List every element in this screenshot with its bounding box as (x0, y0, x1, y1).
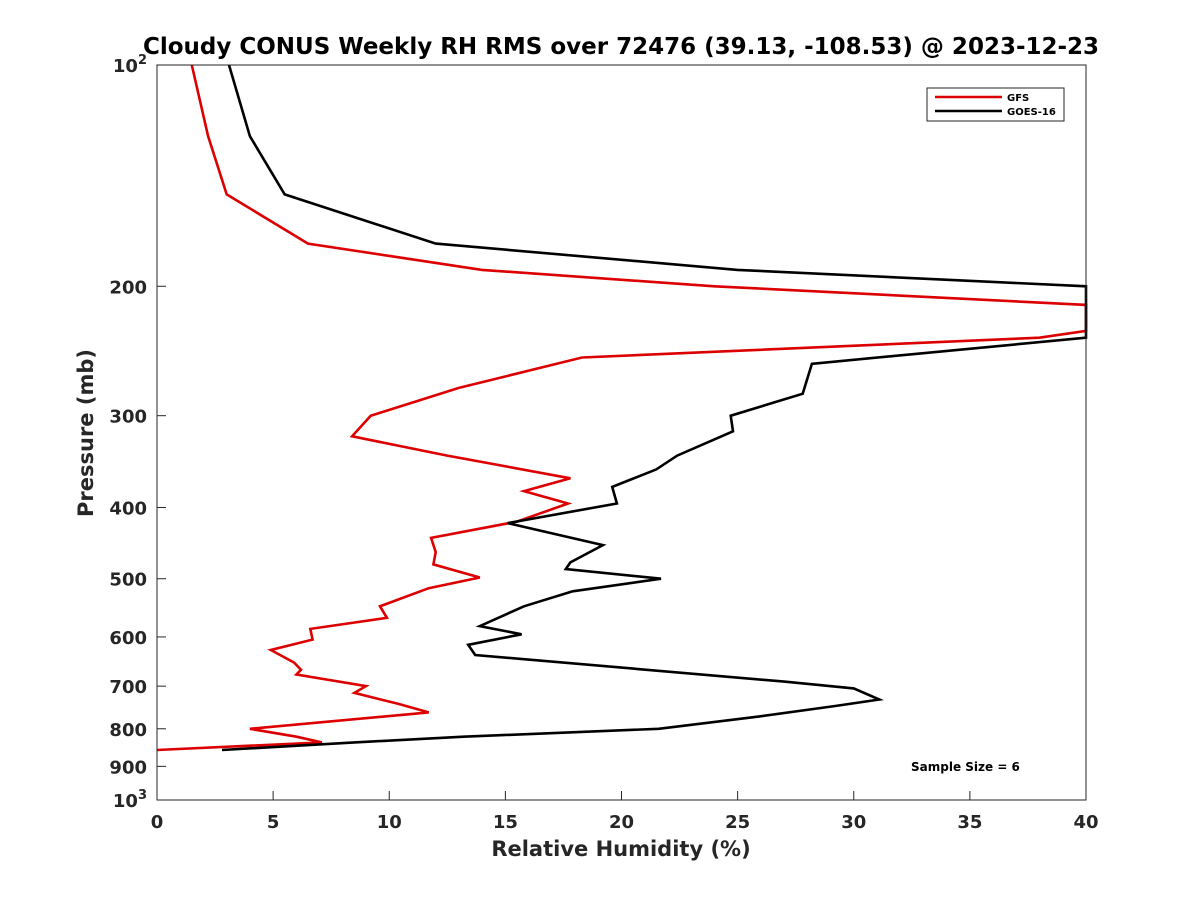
legend-box (926, 87, 1065, 122)
y-tick-label: 800 (109, 720, 147, 741)
x-tick-label: 20 (609, 812, 634, 833)
y-tick-label: 103 (113, 788, 147, 812)
chart-title: Cloudy CONUS Weekly RH RMS over 72476 (3… (143, 34, 1099, 60)
plot-area (156, 64, 1088, 801)
y-tick-label: 400 (109, 499, 147, 520)
y-tick-label: 700 (109, 677, 147, 698)
series-line-gfs (156, 64, 1088, 752)
sample-size-annotation: Sample Size = 6 (911, 760, 1020, 774)
x-ticks: 0 5 10 15 20 25 30 35 40 (151, 791, 1099, 833)
x-tick-label: 0 (151, 812, 164, 833)
x-tick-label: 5 (267, 812, 280, 833)
y-tick-label: 200 (109, 277, 147, 298)
x-axis-label: Relative Humidity (%) (491, 837, 750, 861)
y-tick-label: 300 (109, 407, 147, 428)
series-layer (156, 64, 1088, 752)
y-tick-label: 600 (109, 628, 147, 649)
legend-label-goes16: GOES-16 (1007, 107, 1056, 118)
axes-box (156, 64, 1087, 801)
x-tick-label: 30 (841, 812, 866, 833)
x-tick-label: 15 (493, 812, 518, 833)
series-line-goes16 (221, 64, 1088, 752)
y-tick-label: 102 (113, 53, 147, 77)
x-tick-label: 10 (377, 812, 402, 833)
legend-label-gfs: GFS (1007, 93, 1029, 104)
legend: GFS GOES-16 (926, 87, 1065, 122)
x-tick-label: 40 (1073, 812, 1098, 833)
y-axis-label: Pressure (mb) (74, 349, 98, 517)
y-tick-label: 900 (109, 757, 147, 778)
x-tick-label: 35 (957, 812, 982, 833)
y-tick-label: 500 (109, 570, 147, 591)
y-ticks: 102 200 300 400 500 600 700 800 900 103 (109, 53, 166, 812)
x-tick-label: 25 (725, 812, 750, 833)
